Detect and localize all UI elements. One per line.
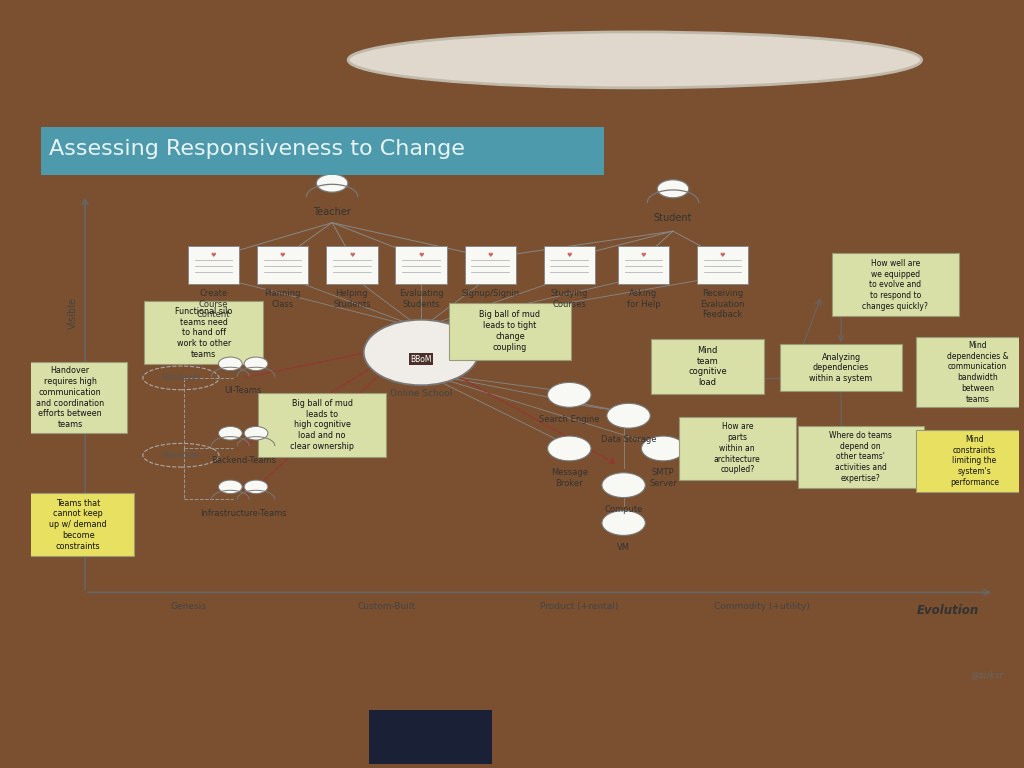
Text: Search Engine: Search Engine [539, 415, 600, 424]
Text: Student: Student [653, 213, 692, 223]
FancyBboxPatch shape [833, 253, 958, 316]
Text: Mind
constraints
limiting the
system's
performance: Mind constraints limiting the system's p… [950, 435, 999, 487]
Text: Visible: Visible [69, 297, 78, 329]
Text: ♥: ♥ [349, 253, 354, 258]
Text: Big ball of mud
leads to
high cognitive
load and no
clear ownership: Big ball of mud leads to high cognitive … [290, 399, 354, 451]
Text: Create
Course
Content: Create Course Content [197, 290, 230, 319]
Bar [369, 710, 492, 764]
Circle shape [244, 426, 268, 440]
Circle shape [607, 403, 650, 428]
FancyBboxPatch shape [465, 247, 516, 283]
Text: Message
Broker: Message Broker [551, 468, 588, 488]
Circle shape [348, 32, 922, 88]
FancyBboxPatch shape [14, 362, 127, 433]
FancyBboxPatch shape [257, 247, 308, 283]
Text: UI-Teams: UI-Teams [224, 386, 262, 396]
Text: Teams that
cannot keep
up w/ demand
become
constraints: Teams that cannot keep up w/ demand beco… [49, 498, 106, 551]
Text: Backend-Teams: Backend-Teams [211, 456, 275, 465]
Text: How well are
we equipped
to evolve and
to respond to
changes quickly?: How well are we equipped to evolve and t… [862, 259, 929, 311]
Text: Genesis: Genesis [171, 602, 207, 611]
FancyBboxPatch shape [327, 247, 378, 283]
Text: VM: VM [617, 543, 630, 551]
Text: Infrastructure-Teams: Infrastructure-Teams [200, 509, 287, 518]
Circle shape [548, 436, 591, 461]
Circle shape [602, 511, 645, 535]
FancyBboxPatch shape [544, 247, 595, 283]
Text: Planning
Class: Planning Class [264, 290, 301, 309]
Circle shape [657, 180, 689, 198]
Text: Functional silo
teams need
to hand off
work to other
teams: Functional silo teams need to hand off w… [175, 306, 232, 359]
Circle shape [218, 480, 243, 494]
Text: ♥: ♥ [280, 253, 286, 258]
Text: Teacher: Teacher [313, 207, 351, 217]
Circle shape [218, 426, 243, 440]
FancyBboxPatch shape [779, 344, 902, 392]
Circle shape [316, 174, 348, 192]
Text: Mind
team
cognitive
load: Mind team cognitive load [688, 346, 727, 387]
FancyBboxPatch shape [679, 417, 796, 480]
Text: Online School: Online School [390, 389, 453, 398]
Text: ♥: ♥ [566, 253, 572, 258]
Text: Custom-Built: Custom-Built [357, 602, 416, 611]
Text: How are
parts
within an
architecture
coupled?: How are parts within an architecture cou… [714, 422, 761, 475]
Text: Compute: Compute [604, 505, 643, 514]
Text: ♥: ♥ [418, 253, 424, 258]
Text: ←: ← [69, 365, 78, 374]
Text: Handover
requires high
communication
and coordination
efforts between
teams: Handover requires high communication and… [36, 366, 104, 429]
Circle shape [548, 382, 591, 407]
Text: Studying
Courses: Studying Courses [551, 290, 588, 309]
Text: BBoM: BBoM [411, 355, 432, 364]
FancyBboxPatch shape [798, 425, 924, 488]
FancyBboxPatch shape [41, 123, 604, 174]
Text: ♥: ♥ [720, 253, 725, 258]
Text: Assessing Responsiveness to Change: Assessing Responsiveness to Change [48, 139, 464, 159]
Text: @suksr: @suksr [971, 670, 1005, 679]
FancyBboxPatch shape [449, 303, 571, 359]
Text: Handover: Handover [162, 451, 201, 460]
Circle shape [602, 473, 645, 498]
FancyBboxPatch shape [22, 493, 134, 556]
Circle shape [218, 357, 243, 371]
Text: Handover: Handover [162, 373, 201, 382]
Text: ♥: ♥ [487, 253, 493, 258]
Text: Data Storage: Data Storage [601, 435, 656, 445]
Text: SMTP
Server: SMTP Server [649, 468, 677, 488]
Circle shape [244, 480, 268, 494]
Text: ♥: ♥ [211, 253, 216, 258]
Text: Evolution: Evolution [918, 604, 979, 617]
Text: Asking
for Help: Asking for Help [627, 290, 660, 309]
Text: Evaluating
Students: Evaluating Students [398, 290, 443, 309]
Text: Product (+rental): Product (+rental) [540, 602, 618, 611]
FancyBboxPatch shape [916, 337, 1024, 407]
Circle shape [364, 319, 478, 386]
FancyBboxPatch shape [651, 339, 764, 394]
Circle shape [641, 436, 685, 461]
Text: ♥: ♥ [641, 253, 646, 258]
FancyBboxPatch shape [916, 429, 1024, 492]
FancyBboxPatch shape [187, 247, 240, 283]
Text: Commodity (+utility): Commodity (+utility) [714, 602, 810, 611]
FancyBboxPatch shape [395, 247, 446, 283]
Text: Helping
Students: Helping Students [333, 290, 371, 309]
Circle shape [244, 357, 268, 371]
FancyBboxPatch shape [617, 247, 669, 283]
Text: Signup/Signin: Signup/Signin [461, 290, 519, 298]
Text: Big ball of mud
leads to tight
change
coupling: Big ball of mud leads to tight change co… [479, 310, 541, 352]
Text: Receiving
Evaluation
Feedback: Receiving Evaluation Feedback [700, 290, 744, 319]
Text: Mind
dependencies &
communication
bandwidth
between
teams: Mind dependencies & communication bandwi… [946, 341, 1009, 404]
FancyBboxPatch shape [258, 392, 386, 457]
Text: Where do teams
depend on
other teams'
activities and
expertise?: Where do teams depend on other teams' ac… [829, 431, 892, 483]
Text: Analyzing
dependencies
within a system: Analyzing dependencies within a system [809, 353, 872, 383]
FancyBboxPatch shape [143, 301, 263, 364]
FancyBboxPatch shape [696, 247, 749, 283]
